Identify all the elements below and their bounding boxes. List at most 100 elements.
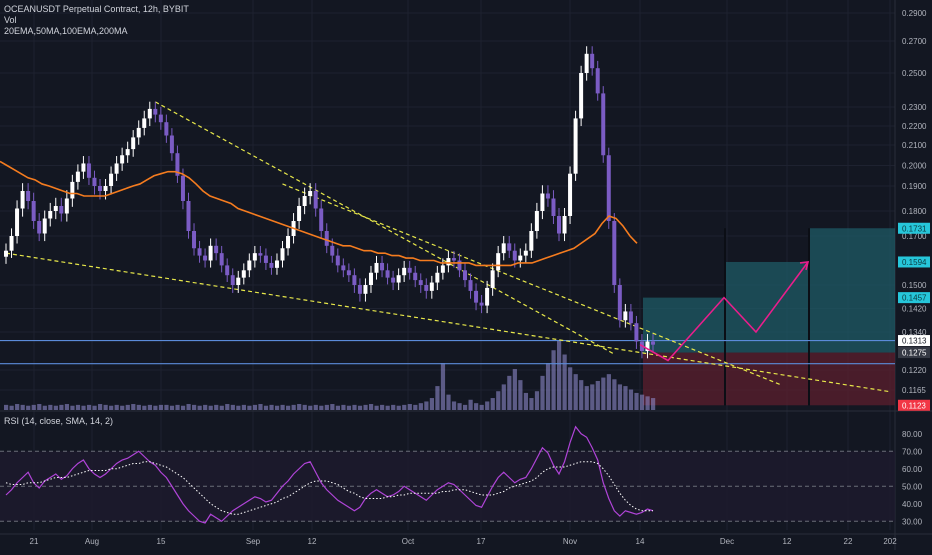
candle-body: [241, 270, 246, 278]
candle-body: [446, 258, 451, 266]
trendlines: [5, 101, 891, 393]
price-label-bg: [898, 292, 930, 304]
volume-bar: [203, 404, 208, 410]
volume-bar: [247, 405, 252, 410]
volume-bar: [523, 392, 529, 410]
volume-bar: [496, 391, 501, 410]
price-axis[interactable]: 0.2900 0.2700 0.2500 0.2300 0.2200 0.2100 0.20…: [898, 9, 930, 411]
support-levels: [0, 339, 895, 365]
volume-bar: [75, 404, 81, 410]
volume-bar: [180, 405, 186, 410]
time-tick: 15: [157, 537, 166, 546]
volume-bar: [286, 405, 291, 410]
volume-bar: [601, 377, 606, 410]
volume-bar: [219, 405, 224, 410]
volume-bar: [114, 404, 119, 410]
price-label-bg: [898, 256, 930, 268]
ma-label: 20EMA,50MA,100EMA,200MA: [4, 26, 128, 36]
volume-bar: [37, 404, 42, 410]
volume-bar: [64, 404, 70, 410]
volume-bar: [92, 405, 97, 410]
volume-bar: [357, 405, 363, 410]
ma-line: [0, 160, 638, 267]
time-tick: 21: [30, 537, 39, 546]
volume-bar: [26, 405, 31, 410]
volume-bar: [402, 404, 407, 410]
volume-bar: [103, 404, 108, 410]
time-tick: 22: [844, 537, 853, 546]
volume-bar: [98, 404, 103, 410]
volume-bar: [418, 403, 423, 410]
stop-zone: [810, 352, 895, 406]
candle-body: [203, 255, 208, 261]
candle-body: [9, 236, 14, 251]
candle-body: [26, 191, 31, 201]
price-tick: 0.1220: [902, 366, 927, 375]
volume-bar: [86, 404, 92, 410]
volume-bar: [53, 405, 58, 410]
candle-body: [236, 277, 241, 285]
stop-zone: [726, 352, 808, 406]
price-tick: 0.2900: [902, 9, 927, 18]
volume-bar: [435, 386, 440, 410]
volume-bar: [352, 404, 357, 410]
candle-body: [31, 201, 36, 221]
candle-body: [98, 186, 103, 191]
candle-body: [186, 201, 191, 231]
candle-body: [485, 287, 490, 306]
target-zone: [810, 228, 895, 353]
volume-bar: [109, 405, 114, 410]
candle-body: [208, 245, 213, 261]
candle-body: [20, 191, 25, 209]
rsi-tick: 40.00: [902, 500, 923, 509]
candle-body: [617, 285, 622, 321]
candle-body: [92, 177, 97, 186]
price-label: 0.1275: [902, 349, 927, 358]
candle-body: [579, 73, 584, 119]
candle-body: [142, 118, 147, 128]
rsi-tick: 50.00: [902, 482, 923, 491]
candle-body: [512, 250, 517, 261]
candle-body: [86, 163, 91, 178]
candle-body: [230, 275, 235, 285]
candle-body: [164, 122, 169, 136]
volume-bar: [529, 398, 534, 410]
volume-bar: [302, 404, 307, 410]
candle-body: [540, 193, 545, 211]
candle-body: [457, 260, 462, 271]
volume-bar: [230, 404, 235, 410]
candle-body: [551, 198, 556, 216]
volume-bar: [208, 405, 213, 410]
candle-body: [324, 231, 329, 246]
trendline: [282, 183, 781, 386]
volume-bar: [545, 363, 551, 410]
candle-body: [651, 341, 656, 345]
candle-body: [645, 341, 650, 351]
candle-body: [341, 265, 346, 271]
volume-bar: [241, 404, 246, 410]
volume-bar: [368, 404, 374, 410]
volume-bar: [9, 405, 14, 410]
candle-body: [529, 231, 534, 251]
projection-path: [639, 261, 809, 362]
volume-bar: [319, 405, 324, 410]
volume-bar: [590, 384, 595, 410]
time-tick: 17: [477, 537, 486, 546]
candle-body: [335, 255, 340, 266]
time-axis[interactable]: 21 Aug 15 Sep 12 Oct 17 Nov 14 Dec 12 22 202: [30, 537, 898, 546]
volume-bar: [31, 404, 36, 410]
price-tick: 0.1340: [902, 328, 927, 337]
time-tick: 12: [308, 537, 317, 546]
candle-body: [252, 253, 257, 261]
volume-label: Vol: [4, 15, 17, 25]
candle-body: [562, 216, 567, 234]
candle-body: [413, 272, 418, 281]
volume-bar: [4, 404, 9, 410]
volume-bar: [468, 399, 473, 410]
volume-bar: [623, 386, 628, 410]
volume-bar: [330, 404, 335, 410]
volume-bar: [413, 404, 418, 410]
candle-body: [501, 243, 506, 254]
candle-body: [623, 311, 628, 321]
